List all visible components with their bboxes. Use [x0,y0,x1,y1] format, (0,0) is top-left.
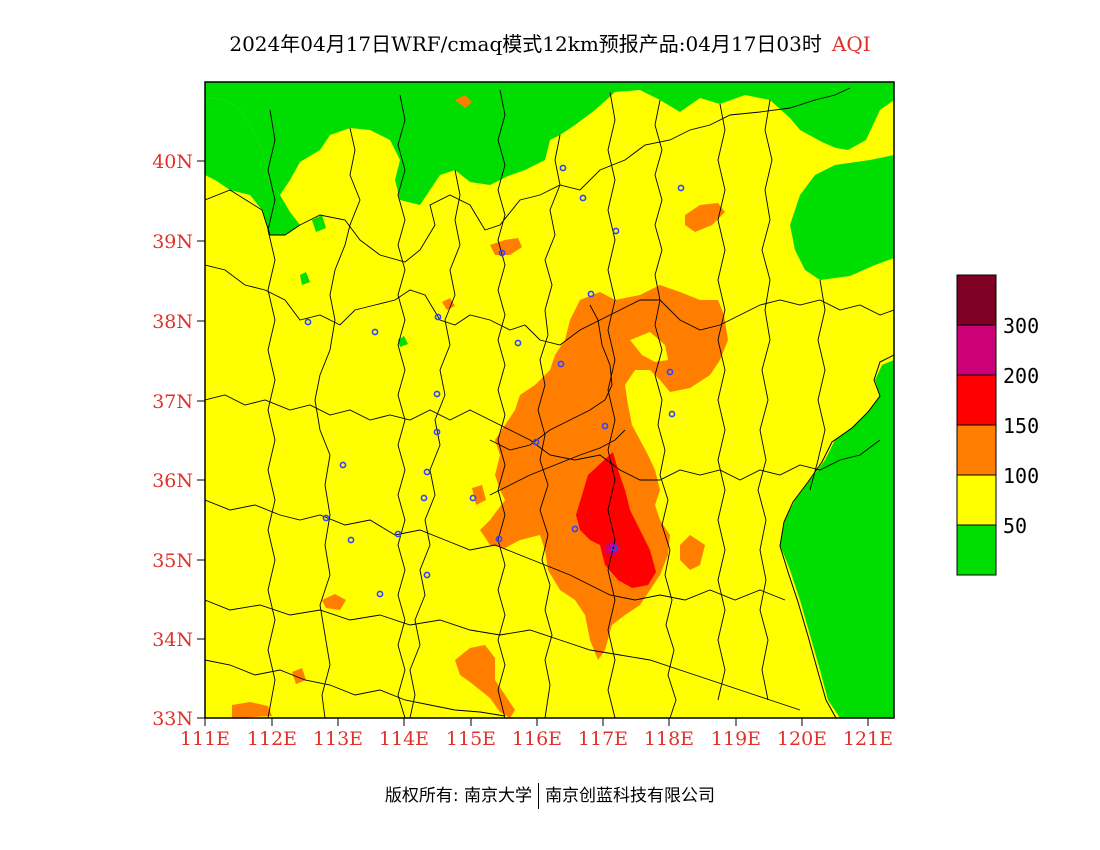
lon-label: 112E [247,728,297,750]
company-name: 南京创蓝科技有限公司 [545,786,716,806]
lon-label: 117E [578,728,628,750]
lon-label: 119E [711,728,761,750]
title-variable: AQI [831,32,871,56]
lon-label: 120E [777,728,827,750]
lon-label: 111E [180,728,230,750]
legend-label: 150 [1003,414,1039,438]
lat-label: 33N [152,708,193,730]
aqi-layer-good [205,82,894,718]
lat-label: 35N [152,550,193,572]
legend-label: 100 [1003,464,1039,488]
chart-title: 2024年04月17日WRF/cmaq模式12km预报产品:04月17日03时 A… [0,28,1100,57]
coastline [779,354,894,718]
map-frame [204,81,895,719]
legend-swatch [957,525,996,575]
lat-label: 37N [152,391,193,413]
lon-label: 121E [843,728,893,750]
lon-label: 113E [313,728,363,750]
admin-borders [205,87,894,718]
legend-swatch [957,375,996,425]
legend-swatch [957,425,996,475]
lat-label: 34N [152,629,193,651]
lat-label: 38N [152,311,193,333]
lat-label: 40N [152,151,193,173]
lat-label: 39N [152,231,193,253]
lon-label: 114E [379,728,429,750]
map-plot-area [205,82,894,718]
lon-label: 118E [644,728,694,750]
legend-label: 300 [1003,314,1039,338]
lon-label: 116E [512,728,562,750]
legend-label: 200 [1003,364,1039,388]
footer-divider [538,783,540,809]
aqi-legend: 50 100 150 200 300 [956,274,1039,576]
city-markers [304,164,685,598]
legend-swatch [957,275,996,325]
aqi-layer-unhealthy [576,452,656,588]
copyright-text: 版权所有: 南京大学 [384,786,533,806]
x-axis: 111E 112E 113E 114E 115E 116E 117E 118E … [180,718,893,750]
lat-label: 36N [152,470,193,492]
legend-swatch [957,475,996,525]
lon-label: 115E [446,728,496,750]
footer: 版权所有: 南京大学 南京创蓝科技有限公司 [0,781,1100,809]
legend-label: 50 [1003,514,1027,538]
legend-swatch [957,325,996,375]
y-axis: 40N 39N 38N 37N 36N 35N 34N 33N [152,151,205,730]
title-main: 2024年04月17日WRF/cmaq模式12km预报产品:04月17日03时 [229,32,822,56]
